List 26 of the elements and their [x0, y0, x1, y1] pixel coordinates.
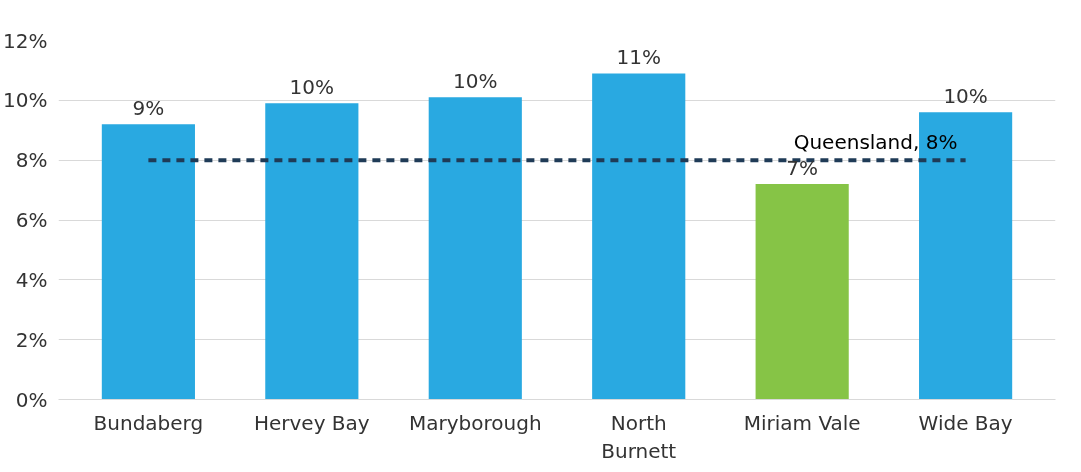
x-tick-label: Bundaberg [93, 410, 204, 435]
data-label: 10% [289, 75, 335, 100]
bar [428, 97, 522, 400]
bar [755, 184, 849, 400]
x-tick-label: Miriam Vale [743, 410, 861, 435]
y-tick-label: 10% [3, 88, 48, 113]
data-label: 9% [132, 96, 165, 121]
y-tick-label: 2% [15, 327, 48, 352]
bar [265, 103, 359, 400]
bar [592, 73, 686, 400]
x-tick-label: Maryborough [408, 410, 542, 435]
y-tick-label: 6% [15, 208, 48, 232]
ref-line-label: Queensland, 8% [793, 130, 958, 155]
bar [101, 124, 195, 400]
y-tick-label: 8% [15, 148, 48, 173]
data-label: 7% [786, 156, 819, 181]
bar [919, 112, 1013, 400]
y-tick-label: 4% [15, 267, 48, 292]
x-tick-label: Wide Bay [918, 410, 1013, 435]
data-label: 10% [453, 69, 498, 94]
x-tick-label: Hervey Bay [253, 410, 370, 435]
data-label: 11% [616, 45, 661, 70]
y-tick-label: 12% [3, 28, 48, 53]
y-tick-label: 0% [15, 387, 48, 412]
x-tick-label: North Burnett [601, 410, 677, 464]
data-label: 10% [943, 84, 988, 109]
